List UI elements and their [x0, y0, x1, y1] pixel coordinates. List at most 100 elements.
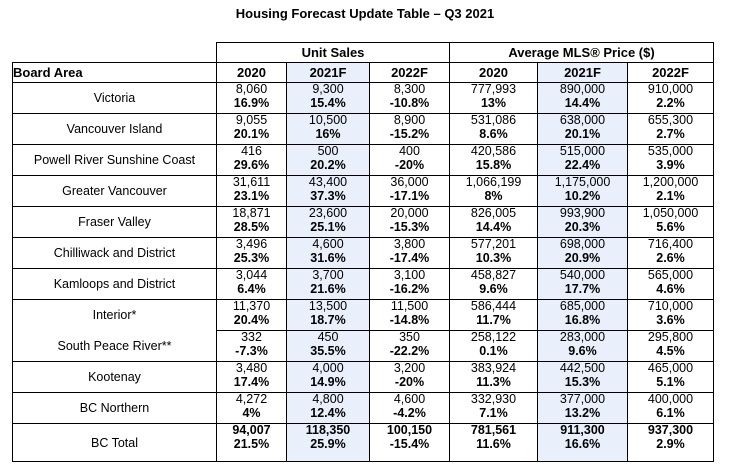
value-number: 8,900 — [393, 113, 426, 127]
value-percent-change: 15.4% — [310, 95, 346, 110]
value-percent-change: 15.8% — [475, 157, 512, 172]
table-row: Chilliwack and District 3,496 25.3% 4,600 31… — [12, 237, 714, 269]
value-cell: 586,444 11.7% — [449, 299, 538, 331]
value-number: 9,300 — [312, 82, 344, 96]
housing-forecast-table: Unit Sales Average MLS® Price ($) Board … — [12, 42, 714, 462]
value-percent-change: 20.9% — [564, 250, 601, 265]
value-number: 11,500 — [390, 299, 429, 313]
value-percent-change: -15.3% — [389, 219, 430, 234]
value-number: 3,044 — [235, 268, 268, 282]
value-number: 710,000 — [647, 299, 694, 313]
value-percent-change: 2.6% — [656, 250, 685, 265]
value-cell: 8,300 -10.8% — [369, 82, 450, 114]
value-cell: 911,300 16.6% — [537, 423, 628, 462]
board-area-cell: Victoria — [12, 82, 217, 114]
value-percent-change: 16.8% — [564, 312, 601, 327]
value-number: 781,561 — [470, 423, 517, 437]
table-row: Vancouver Island 9,055 20.1% 10,500 16% 8,900… — [12, 113, 714, 145]
value-number: 9,055 — [235, 113, 268, 127]
value-cell: 4,600 31.6% — [286, 237, 370, 269]
value-cell: 565,000 4.6% — [627, 268, 714, 300]
value-percent-change: -22.2% — [389, 343, 430, 358]
value-number: 4,800 — [312, 392, 344, 406]
group-header-unit-sales: Unit Sales — [216, 42, 450, 63]
board-area-cell: Greater Vancouver — [12, 175, 217, 207]
table-row: BC Northern 4,272 4% 4,800 12.4% 4,600 -4.2% 33… — [12, 392, 714, 424]
column-header-row: Board Area 2020 2021F 2022F 2020 2021F 2… — [12, 62, 714, 83]
value-number: 535,000 — [647, 144, 694, 158]
table-row: Fraser Valley 18,871 28.5% 23,600 25.1% 20,00… — [12, 206, 714, 238]
value-cell: 332 -7.3% — [216, 330, 287, 362]
value-cell: 11,370 20.4% — [216, 299, 287, 331]
board-area-cell: Kamloops and District — [12, 268, 217, 300]
value-cell: 458,827 9.6% — [449, 268, 538, 300]
value-percent-change: 29.6% — [233, 157, 270, 172]
value-cell: 937,300 2.9% — [627, 423, 714, 462]
value-number: 100,150 — [386, 423, 433, 437]
value-cell: 535,000 3.9% — [627, 144, 714, 176]
value-percent-change: 14.4% — [564, 95, 601, 110]
value-percent-change: 11.7% — [476, 312, 511, 327]
value-number: 465,000 — [647, 361, 694, 375]
value-number: 11,370 — [232, 299, 271, 313]
value-number: 685,000 — [559, 299, 606, 313]
value-cell: 94,007 21.5% — [216, 423, 287, 462]
value-percent-change: 16.6% — [564, 436, 601, 451]
value-number: 1,175,000 — [554, 175, 611, 189]
value-number: 450 — [317, 330, 339, 344]
value-number: 937,300 — [647, 423, 694, 437]
value-cell: 500 20.2% — [286, 144, 370, 176]
value-percent-change: 18.7% — [310, 312, 346, 327]
value-percent-change: 25.9% — [310, 436, 346, 451]
value-number: 18,871 — [232, 206, 271, 220]
value-cell: 890,000 14.4% — [537, 82, 628, 114]
value-number: 1,066,199 — [465, 175, 522, 189]
value-number: 3,100 — [393, 268, 426, 282]
table-row: Greater Vancouver 31,611 23.1% 43,400 37.3% 3… — [12, 175, 714, 207]
board-area-cell: Interior* — [12, 299, 217, 331]
value-percent-change: 31.6% — [310, 250, 346, 265]
value-percent-change: 11.6% — [476, 436, 511, 451]
value-percent-change: 20.4% — [233, 312, 270, 327]
value-percent-change: 10.3% — [475, 250, 512, 265]
board-area-cell: Powell River Sunshine Coast — [12, 144, 217, 176]
value-percent-change: 9.6% — [479, 281, 508, 296]
value-cell: 685,000 16.8% — [537, 299, 628, 331]
value-cell: 416 29.6% — [216, 144, 287, 176]
value-number: 377,000 — [559, 392, 606, 406]
column-header-avg-price-2022f: 2022F — [627, 62, 714, 83]
group-header-avg-price: Average MLS® Price ($) — [449, 42, 714, 63]
value-cell: 577,201 10.3% — [449, 237, 538, 269]
value-number: 400,000 — [647, 392, 694, 406]
value-percent-change: 21.5% — [233, 436, 270, 451]
value-cell: 3,496 25.3% — [216, 237, 287, 269]
value-cell: 3,700 21.6% — [286, 268, 370, 300]
value-percent-change: 7.1% — [479, 405, 508, 420]
value-number: 716,400 — [647, 237, 694, 251]
value-number: 442,500 — [559, 361, 606, 375]
value-cell: 1,175,000 10.2% — [537, 175, 628, 207]
column-header-unit-sales-2020: 2020 — [216, 62, 287, 83]
value-percent-change: 28.5% — [233, 219, 270, 234]
value-cell: 283,000 9.6% — [537, 330, 628, 362]
value-number: 10,500 — [308, 113, 348, 127]
value-percent-change: -16.2% — [389, 281, 430, 296]
value-number: 20,000 — [390, 206, 429, 220]
value-percent-change: 6.1% — [656, 405, 685, 420]
value-cell: 383,924 11.3% — [449, 361, 538, 393]
value-cell: 1,200,000 2.1% — [627, 175, 714, 207]
value-number: 3,480 — [235, 361, 268, 375]
value-number: 8,300 — [393, 82, 426, 96]
value-percent-change: 23.1% — [233, 188, 270, 203]
value-number: 565,000 — [647, 268, 694, 282]
value-cell: 400,000 6.1% — [627, 392, 714, 424]
value-cell: 10,500 16% — [286, 113, 370, 145]
value-number: 500 — [317, 144, 339, 158]
value-cell: 638,000 20.1% — [537, 113, 628, 145]
value-number: 400 — [399, 144, 420, 158]
value-cell: 13,500 18.7% — [286, 299, 370, 331]
value-cell: 4,272 4% — [216, 392, 287, 424]
value-cell: 8,060 16.9% — [216, 82, 287, 114]
value-cell: 655,300 2.7% — [627, 113, 714, 145]
column-header-board-area: Board Area — [12, 62, 217, 83]
